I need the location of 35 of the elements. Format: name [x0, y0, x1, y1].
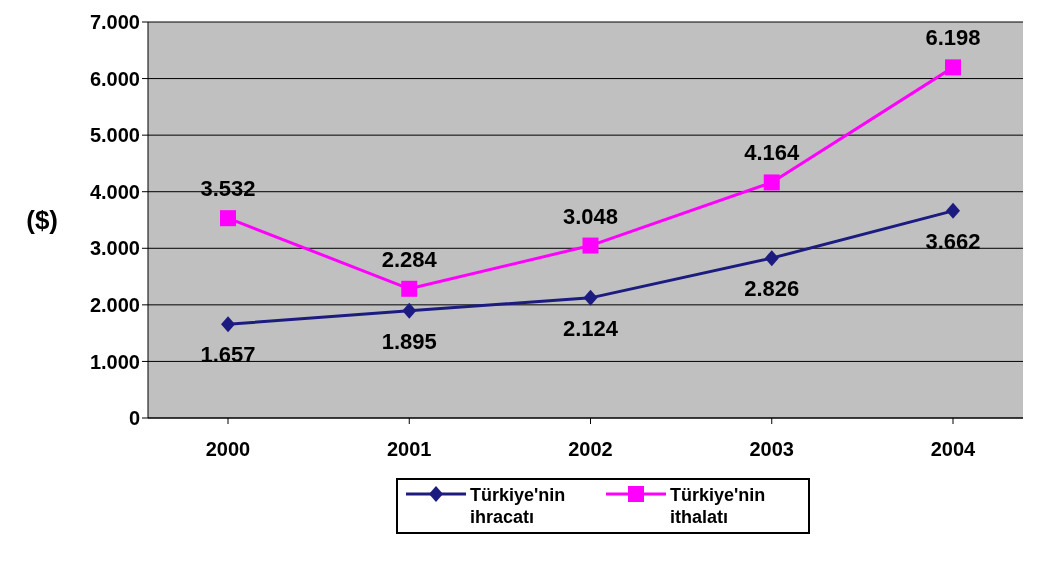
point [582, 237, 599, 254]
point [221, 316, 235, 333]
data-label: 3.048 [562, 203, 619, 229]
point [402, 302, 417, 319]
point [764, 250, 779, 267]
data-label: 1.657 [200, 342, 256, 368]
y-tick-label: 0 [128, 407, 140, 430]
y-tick-label: 5.000 [89, 124, 140, 147]
data-label: 2.284 [381, 246, 438, 272]
y-tick-label: 7.000 [89, 11, 140, 34]
point [220, 210, 236, 227]
y-tick-label: 4.000 [89, 180, 140, 203]
y-axis-title: ($) [26, 205, 58, 236]
data-label: 2.826 [744, 276, 800, 302]
x-tick-label: 2004 [930, 438, 977, 461]
data-label: 4.164 [744, 140, 801, 166]
data-label: 6.198 [925, 25, 981, 51]
y-tick-label: 6.000 [89, 67, 140, 90]
y-tick-label: 1.000 [89, 350, 140, 373]
legend-label: Türkiye'nin ithalatı [670, 484, 767, 528]
point [401, 280, 418, 297]
data-label: 3.662 [925, 228, 981, 254]
legend-label: Türkiye'nin ihracatı [470, 484, 567, 528]
x-tick-label: 2003 [749, 438, 794, 461]
point [583, 289, 598, 306]
data-label: 1.895 [381, 328, 437, 354]
point [945, 59, 961, 76]
y-tick-label: 3.000 [89, 237, 140, 260]
x-tick-label: 2001 [387, 438, 432, 461]
point [763, 174, 780, 191]
data-label: 2.124 [562, 315, 619, 341]
y-tick-label: 2.000 [89, 293, 140, 316]
x-tick-label: 2002 [568, 438, 613, 461]
x-tick-label: 2000 [205, 438, 251, 461]
point [946, 202, 960, 219]
